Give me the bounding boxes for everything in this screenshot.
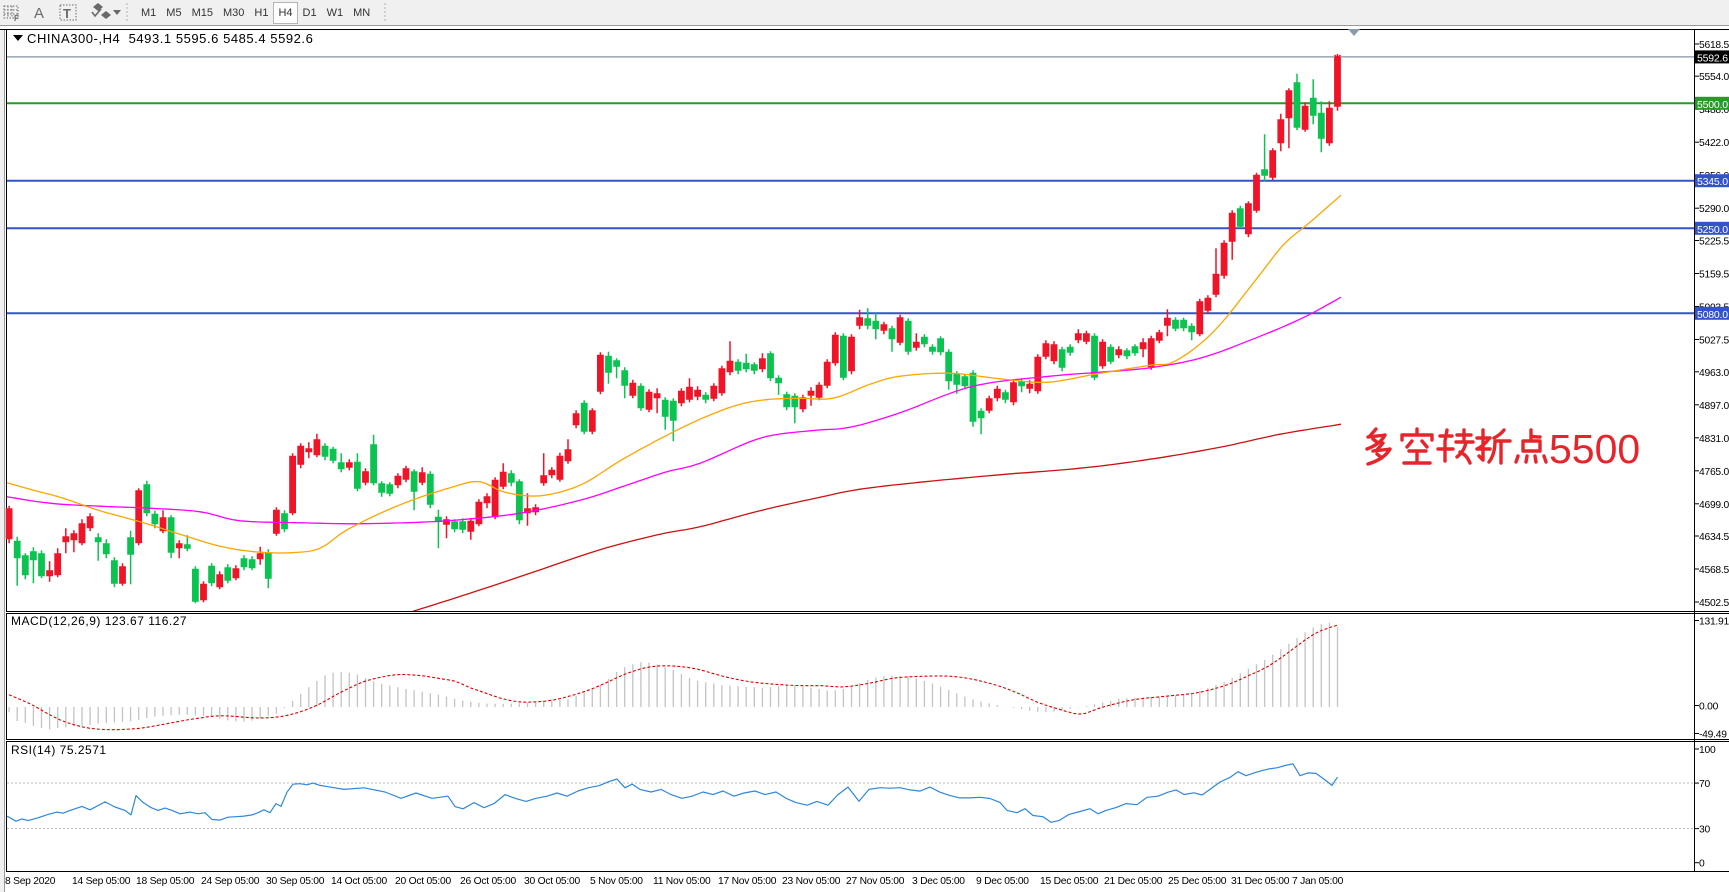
svg-text:15 Dec 05:00: 15 Dec 05:00	[1040, 876, 1099, 887]
svg-text:24 Sep 05:00: 24 Sep 05:00	[201, 876, 260, 887]
svg-text:18 Sep 05:00: 18 Sep 05:00	[136, 876, 195, 887]
svg-text:5 Nov 05:00: 5 Nov 05:00	[590, 876, 643, 887]
svg-text:4699.0: 4699.0	[1699, 500, 1729, 511]
svg-text:131.91: 131.91	[1699, 616, 1729, 627]
svg-text:5500.0: 5500.0	[1697, 99, 1728, 111]
svg-text:70: 70	[1699, 779, 1710, 790]
svg-text:MACD(12,26,9) 123.67 116.27: MACD(12,26,9) 123.67 116.27	[11, 614, 187, 628]
svg-text:4963.0: 4963.0	[1699, 368, 1729, 379]
svg-text:11 Nov 05:00: 11 Nov 05:00	[653, 876, 711, 887]
svg-text:A: A	[34, 5, 44, 22]
svg-text:-49.49: -49.49	[1699, 729, 1727, 740]
svg-text:8 Sep 2020: 8 Sep 2020	[5, 876, 56, 887]
svg-text:30: 30	[1699, 825, 1710, 836]
svg-text:5592.6: 5592.6	[1697, 52, 1728, 64]
svg-text:4831.0: 4831.0	[1699, 434, 1729, 445]
svg-text:5290.0: 5290.0	[1699, 204, 1729, 215]
svg-text:5488.0: 5488.0	[1699, 105, 1729, 116]
svg-text:31 Dec 05:00: 31 Dec 05:00	[1231, 876, 1290, 887]
svg-text:23 Nov 05:00: 23 Nov 05:00	[782, 876, 841, 887]
svg-text:5080.0: 5080.0	[1697, 309, 1728, 321]
svg-text:14 Oct 05:00: 14 Oct 05:00	[331, 876, 387, 887]
svg-text:26 Oct 05:00: 26 Oct 05:00	[460, 876, 516, 887]
svg-text:4634.5: 4634.5	[1699, 532, 1729, 543]
svg-text:4502.5: 4502.5	[1699, 598, 1729, 609]
svg-text:14 Sep 05:00: 14 Sep 05:00	[72, 876, 131, 887]
svg-text:5225.5: 5225.5	[1699, 237, 1729, 248]
svg-text:3 Dec 05:00: 3 Dec 05:00	[912, 876, 965, 887]
svg-text:20 Oct 05:00: 20 Oct 05:00	[395, 876, 451, 887]
svg-text:4568.5: 4568.5	[1699, 565, 1729, 576]
svg-text:30 Oct 05:00: 30 Oct 05:00	[524, 876, 580, 887]
svg-text:5159.5: 5159.5	[1699, 270, 1729, 281]
svg-text:5500: 5500	[1549, 426, 1640, 472]
svg-text:5345.0: 5345.0	[1697, 176, 1728, 188]
svg-text:5027.5: 5027.5	[1699, 336, 1729, 347]
svg-text:27 Nov 05:00: 27 Nov 05:00	[846, 876, 905, 887]
svg-text:5618.5: 5618.5	[1699, 40, 1729, 51]
svg-text:0: 0	[1699, 859, 1705, 870]
svg-text:30 Sep 05:00: 30 Sep 05:00	[266, 876, 325, 887]
svg-text:T: T	[63, 6, 71, 21]
svg-text:100: 100	[1699, 745, 1716, 756]
svg-text:0.00: 0.00	[1699, 701, 1719, 712]
svg-text:F: F	[14, 14, 19, 23]
svg-text:5250.0: 5250.0	[1697, 224, 1728, 236]
svg-text:CHINA300-,H4 5493.1 5595.6 54: CHINA300-,H4 5493.1 5595.6 5485.4 5592.6	[27, 31, 313, 46]
svg-text:5422.0: 5422.0	[1699, 138, 1729, 149]
svg-text:7 Jan 05:00: 7 Jan 05:00	[1292, 876, 1344, 887]
svg-text:9 Dec 05:00: 9 Dec 05:00	[976, 876, 1029, 887]
svg-text:25 Dec 05:00: 25 Dec 05:00	[1168, 876, 1227, 887]
svg-text:4765.0: 4765.0	[1699, 467, 1729, 478]
svg-text:5554.0: 5554.0	[1699, 72, 1729, 83]
svg-text:21 Dec 05:00: 21 Dec 05:00	[1104, 876, 1163, 887]
svg-text:4897.0: 4897.0	[1699, 401, 1729, 412]
svg-text:RSI(14) 75.2571: RSI(14) 75.2571	[11, 743, 107, 757]
svg-text:17 Nov 05:00: 17 Nov 05:00	[718, 876, 777, 887]
